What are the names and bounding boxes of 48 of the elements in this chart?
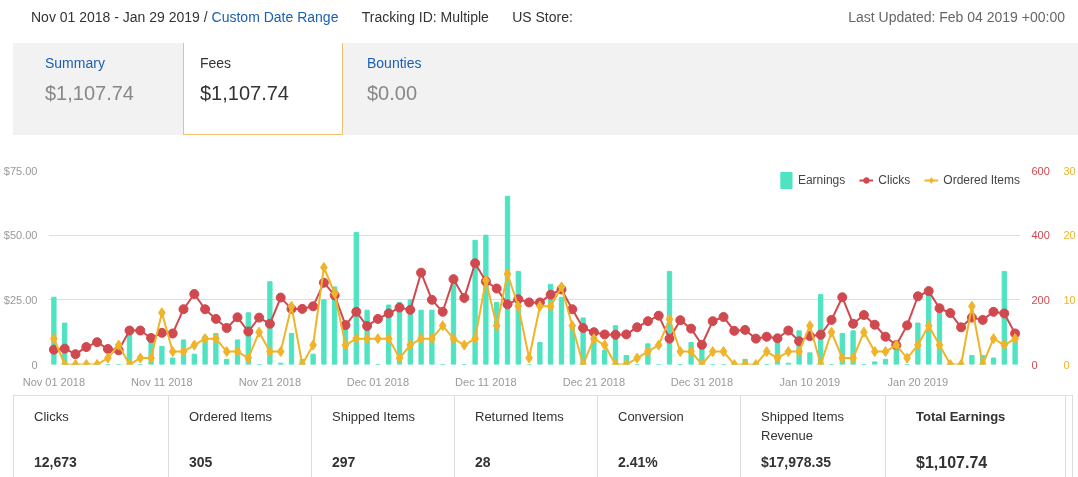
legend-label: Ordered Items bbox=[943, 173, 1020, 187]
x-tick-label: Jan 10 2019 bbox=[779, 375, 841, 388]
text: Shipped Items Revenue bbox=[761, 408, 846, 445]
text: Conversion bbox=[618, 408, 685, 426]
y2-tick-label: 0 bbox=[1031, 358, 1038, 371]
y3-tick-label: 10 bbox=[1063, 293, 1076, 306]
text: Tracking ID: Multiple US Store: bbox=[361, 9, 573, 25]
x-tick-label: Dec 01 2018 bbox=[346, 375, 410, 388]
text: 297 bbox=[332, 453, 356, 472]
y-tick-label: $75.00 bbox=[3, 164, 38, 177]
text: Fees bbox=[200, 54, 233, 73]
text: 2.41% bbox=[618, 453, 658, 472]
text: $1,107.74 bbox=[916, 453, 988, 473]
text: $1,107.74 bbox=[45, 81, 134, 106]
y3-tick-label: 30 bbox=[1063, 164, 1076, 177]
text: Ordered Items bbox=[189, 408, 274, 426]
y2-tick-label: 200 bbox=[1031, 293, 1050, 306]
text: Shipped Items bbox=[332, 408, 417, 426]
legend-label: Earnings bbox=[797, 173, 846, 187]
text: $0.00 bbox=[367, 81, 419, 106]
x-tick-label: Dec 31 2018 bbox=[670, 375, 734, 388]
text: Clicks bbox=[34, 408, 70, 426]
text: Nov 01 2018 - Jan 29 2019 / bbox=[31, 9, 208, 25]
x-tick-label: Nov 01 2018 bbox=[22, 375, 86, 388]
legend-label: Clicks bbox=[878, 173, 911, 187]
x-tick-label: Nov 11 2018 bbox=[131, 375, 193, 388]
text: Bounties bbox=[367, 54, 422, 73]
y3-tick-label: 20 bbox=[1063, 229, 1076, 242]
text: Last Updated: Feb 04 2019 +00:00 bbox=[848, 8, 1065, 27]
text: 28 bbox=[475, 453, 491, 472]
x-tick-label: Dec 11 2018 bbox=[455, 375, 517, 388]
text: $17,978.35 bbox=[761, 453, 832, 472]
y3-tick-label: 0 bbox=[1063, 358, 1070, 371]
x-tick-label: Nov 21 2018 bbox=[238, 375, 302, 388]
text: Total Earnings bbox=[916, 408, 1007, 426]
x-tick-label: Dec 21 2018 bbox=[562, 375, 626, 388]
text: 305 bbox=[189, 453, 213, 472]
text: Summary bbox=[45, 54, 106, 73]
y2-tick-label: 600 bbox=[1031, 164, 1050, 177]
text: 12,673 bbox=[34, 453, 77, 472]
y2-tick-label: 400 bbox=[1031, 229, 1050, 242]
y-tick-label: $25.00 bbox=[3, 293, 38, 306]
y-tick-label: 0 bbox=[31, 358, 38, 371]
text: $1,107.74 bbox=[200, 81, 290, 106]
y-tick-label: $50.00 bbox=[3, 229, 38, 242]
text: Returned Items bbox=[475, 408, 565, 426]
x-tick-label: Jan 20 2019 bbox=[887, 375, 949, 388]
text: Custom Date Range bbox=[211, 9, 339, 25]
